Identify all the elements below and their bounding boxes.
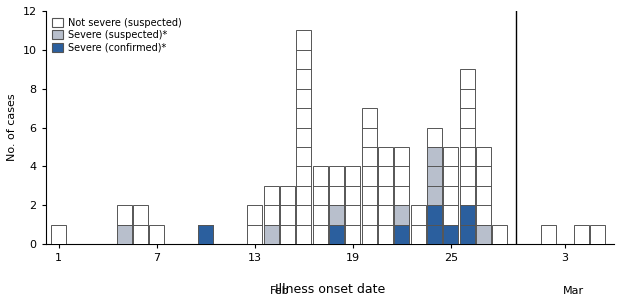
Bar xyxy=(329,225,344,244)
Bar xyxy=(590,225,605,244)
Bar xyxy=(476,147,491,225)
Bar xyxy=(280,186,295,244)
Bar xyxy=(542,225,556,244)
Bar xyxy=(117,205,132,225)
Bar xyxy=(460,205,474,244)
Bar xyxy=(427,128,442,147)
Bar xyxy=(427,205,442,244)
Bar xyxy=(117,225,132,244)
Bar xyxy=(427,147,442,205)
Bar xyxy=(329,205,344,225)
Bar xyxy=(312,166,327,244)
Legend: Not severe (suspected), Severe (suspected)*, Severe (confirmed)*: Not severe (suspected), Severe (suspecte… xyxy=(50,16,184,55)
Text: Mar: Mar xyxy=(563,286,584,296)
Bar xyxy=(574,225,589,244)
Bar xyxy=(443,225,458,244)
Bar xyxy=(361,108,376,244)
Bar xyxy=(378,147,393,244)
Bar xyxy=(247,205,262,244)
Bar xyxy=(460,69,474,205)
Bar xyxy=(329,166,344,205)
Bar xyxy=(51,225,66,244)
X-axis label: Illness onset date: Illness onset date xyxy=(274,282,385,295)
Bar xyxy=(394,225,409,244)
Bar xyxy=(296,30,311,244)
Bar xyxy=(133,205,148,244)
Bar xyxy=(345,166,360,244)
Bar xyxy=(492,225,507,244)
Bar xyxy=(394,205,409,225)
Bar xyxy=(394,147,409,205)
Y-axis label: No. of cases: No. of cases xyxy=(7,94,17,161)
Bar xyxy=(198,225,213,244)
Text: Feb: Feb xyxy=(270,286,289,296)
Bar xyxy=(263,186,279,225)
Bar xyxy=(476,225,491,244)
Bar xyxy=(443,147,458,225)
Bar xyxy=(149,225,164,244)
Bar xyxy=(263,225,279,244)
Bar xyxy=(410,205,425,244)
